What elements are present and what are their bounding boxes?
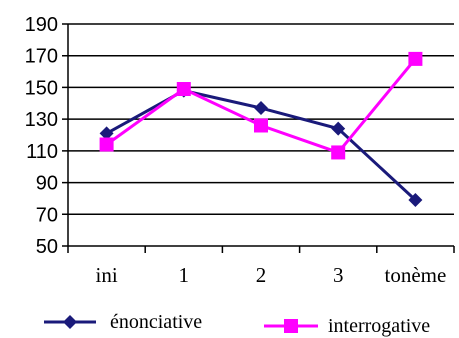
data-point-marker <box>63 315 77 329</box>
y-axis-ticks: 50 70 90 110 130 150 170 190 <box>25 14 58 258</box>
data-point-marker <box>331 145 346 160</box>
x-tick-label: 2 <box>256 263 267 287</box>
data-point-marker <box>408 51 423 66</box>
series-énonciative <box>99 83 423 208</box>
x-tick-label: 1 <box>179 263 190 287</box>
y-tick-label: 90 <box>36 173 58 195</box>
legend-label: interrogative <box>328 315 430 337</box>
legend-entry: énonciative <box>44 311 202 333</box>
x-axis-ticks: ini 1 2 3 tonème <box>96 263 447 287</box>
y-tick-label: 150 <box>25 77 58 99</box>
y-tick-label: 110 <box>26 141 58 163</box>
legend-label: énonciative <box>110 311 202 333</box>
x-tick-label: 3 <box>333 263 344 287</box>
series-group <box>99 51 423 208</box>
legend: énonciative interrogative <box>44 311 430 337</box>
data-point-marker <box>176 82 191 97</box>
x-tick-label: ini <box>96 263 118 287</box>
data-point-marker <box>99 126 114 141</box>
y-tick-label: 170 <box>25 46 58 68</box>
y-tick-label: 130 <box>25 109 58 131</box>
series-interrogative <box>99 51 423 160</box>
y-tick-label: 70 <box>36 204 58 226</box>
data-point-marker <box>408 193 423 208</box>
y-tick-label: 190 <box>25 14 58 36</box>
data-point-marker <box>254 101 268 116</box>
data-point-marker <box>331 121 346 136</box>
data-point-marker <box>254 118 268 133</box>
data-point-marker <box>99 137 114 152</box>
legend-entry: interrogative <box>264 315 430 337</box>
y-tick-label: 50 <box>36 236 58 258</box>
axes <box>67 24 455 253</box>
data-point-marker <box>284 319 298 333</box>
x-tick-label: tonème <box>384 263 446 287</box>
